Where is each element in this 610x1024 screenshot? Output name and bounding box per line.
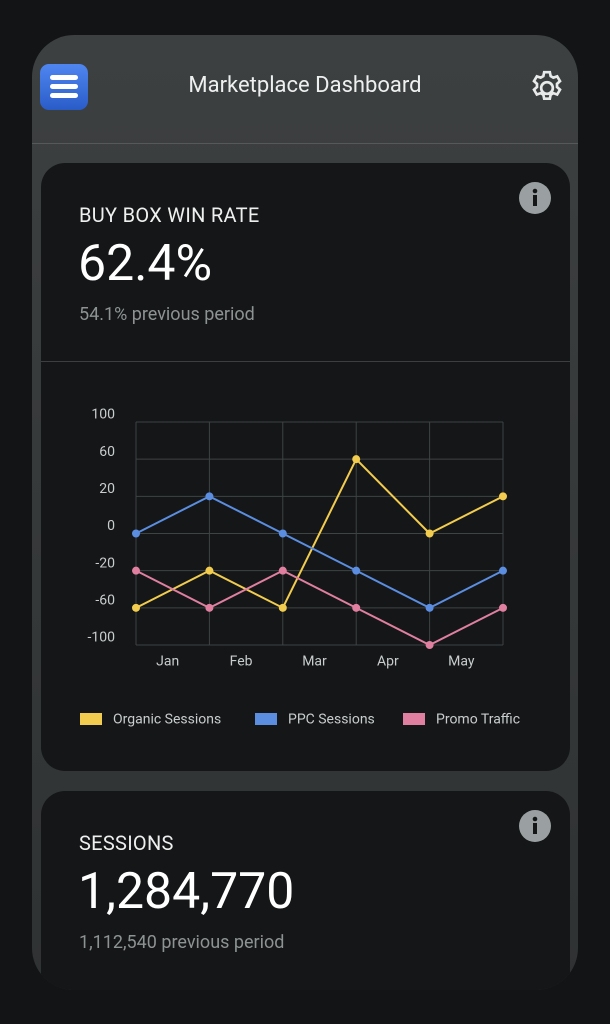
data-point <box>352 603 361 612</box>
y-tick-label: 20 <box>99 481 115 497</box>
data-point <box>132 566 140 575</box>
data-point <box>425 641 434 649</box>
legend-label: Organic Sessions <box>113 712 221 728</box>
divider <box>41 361 570 362</box>
data-point <box>425 529 434 538</box>
y-tick-label: -20 <box>95 555 115 571</box>
x-tick-label: Apr <box>377 654 399 670</box>
series-line <box>135 569 504 647</box>
settings-icon[interactable] <box>527 68 567 108</box>
data-point <box>205 566 214 575</box>
data-point <box>499 566 507 575</box>
x-tick-label: Feb <box>230 654 253 670</box>
card-value: 62.4% <box>78 235 213 293</box>
data-point <box>278 603 287 612</box>
data-point <box>205 603 214 612</box>
header: Marketplace Dashboard <box>32 35 578 144</box>
app-logo[interactable] <box>40 64 88 110</box>
data-point <box>352 566 361 575</box>
x-tick-label: Mar <box>302 654 327 670</box>
legend-swatch <box>255 713 277 725</box>
y-tick-label: -60 <box>95 593 115 609</box>
y-tick-label: 100 <box>91 407 115 423</box>
series-line <box>135 457 504 610</box>
card-title: BUY BOX WIN RATE <box>79 203 260 227</box>
legend-swatch <box>403 713 425 725</box>
legend-label: PPC Sessions <box>288 712 375 728</box>
data-point <box>499 492 507 501</box>
x-tick-label: Jan <box>156 654 179 670</box>
y-tick-label: 60 <box>99 444 115 460</box>
data-point <box>278 529 287 538</box>
data-point <box>499 603 507 612</box>
card-value: 1,284,770 <box>78 863 295 921</box>
y-tick-label: 0 <box>107 518 115 534</box>
card-title: SESSIONS <box>79 831 174 855</box>
phone-frame: Marketplace Dashboard BUY BOX WIN RATE 6… <box>32 35 578 990</box>
data-point <box>278 566 287 575</box>
data-point <box>352 455 361 464</box>
data-point <box>132 603 140 612</box>
x-tick-label: May <box>448 654 475 670</box>
data-point <box>132 529 140 538</box>
header-title: Marketplace Dashboard <box>188 73 422 98</box>
data-point <box>205 492 214 501</box>
info-icon[interactable] <box>519 182 551 214</box>
info-icon[interactable] <box>519 810 551 842</box>
card-previous: 54.1% previous period <box>79 304 255 325</box>
series-line <box>135 495 504 609</box>
legend-label: Promo Traffic <box>436 712 520 728</box>
data-point <box>425 603 434 612</box>
win-rate-card: BUY BOX WIN RATE 62.4% 54.1% previous pe… <box>41 163 570 771</box>
sessions-card: SESSIONS 1,284,770 1,112,540 previous pe… <box>41 791 570 990</box>
legend-swatch <box>80 713 102 725</box>
card-previous: 1,112,540 previous period <box>79 932 285 953</box>
y-tick-label: -100 <box>88 630 116 646</box>
